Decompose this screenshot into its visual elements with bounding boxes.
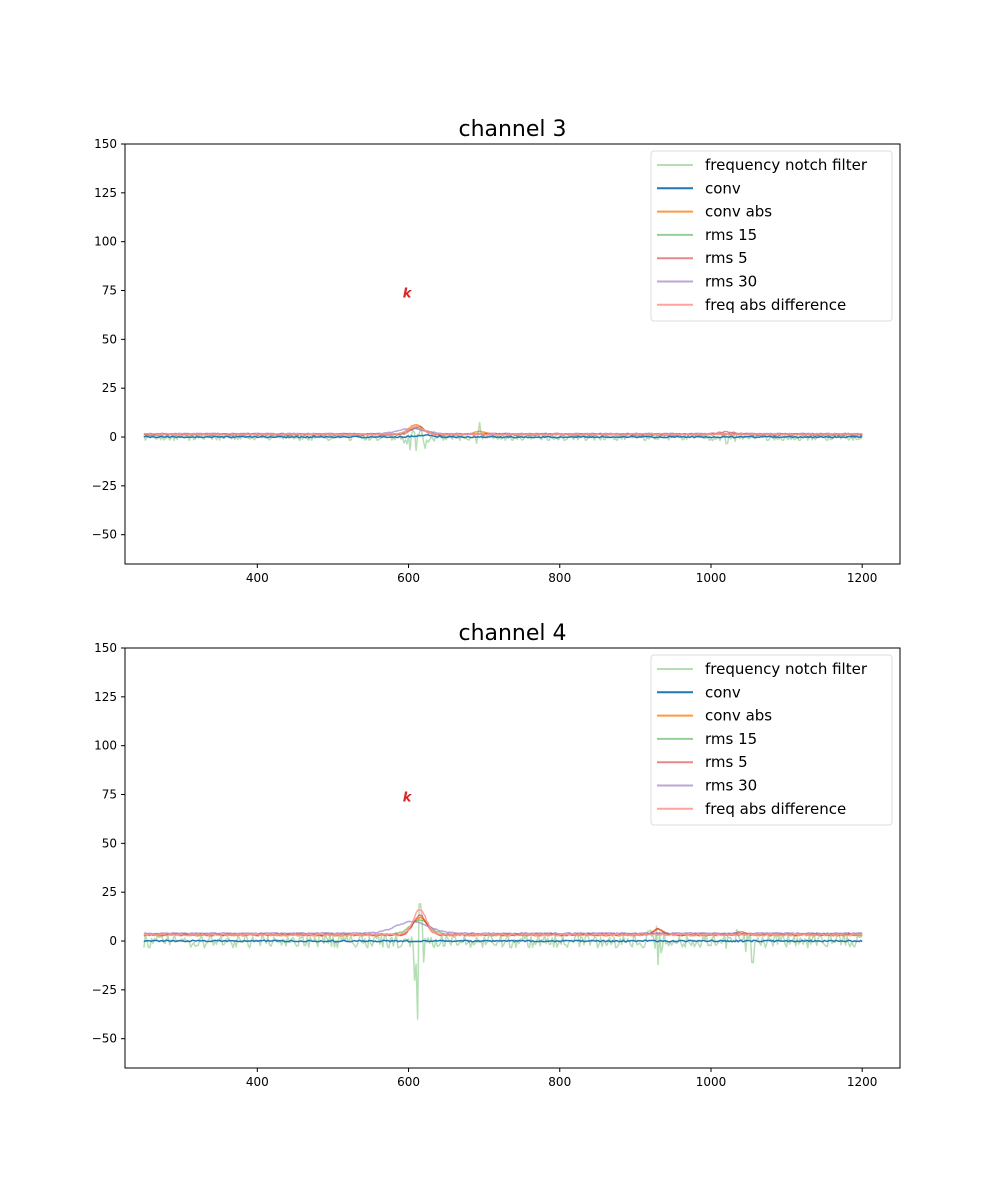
legend: frequency notch filter conv conv abs rms 15… [650, 654, 893, 826]
y-tick-label: −50 [92, 528, 117, 542]
y-tick-label: 150 [94, 641, 117, 655]
series-line-rms-30 [143, 427, 863, 435]
y-tick-label: −25 [92, 983, 117, 997]
plot-area [143, 903, 863, 1020]
y-tick-label: 100 [94, 739, 117, 753]
marker-label: k [403, 790, 413, 805]
x-tick-label: 600 [397, 571, 420, 585]
x-tick-label: 1200 [847, 1075, 878, 1089]
y-tick-label: 100 [94, 235, 117, 249]
x-tick-label: 1000 [696, 571, 727, 585]
y-tick-label: 50 [102, 332, 117, 346]
legend-label: rms 30 [705, 273, 757, 291]
y-tick-label: 75 [102, 788, 117, 802]
y-tick-label: 150 [94, 137, 117, 151]
y-tick-label: 25 [102, 885, 117, 899]
axes-frame [124, 143, 901, 565]
plot-area [143, 421, 863, 452]
chart-panel-2: channel 4 k 400 600 800 1000 1200 −50 −25 0 25 50 75… [92, 621, 901, 1089]
series-line-conv [143, 939, 863, 943]
chart-title: channel 3 [458, 117, 566, 142]
x-tick-label: 400 [246, 1075, 269, 1089]
y-tick-label: −25 [92, 479, 117, 493]
series-line-conv [143, 434, 863, 439]
legend-label: rms 5 [705, 249, 748, 267]
series-line-freq-abs-difference [143, 425, 863, 436]
legend-label: frequency notch filter [705, 660, 868, 678]
x-tick-label: 400 [246, 571, 269, 585]
y-tick-label: 50 [102, 836, 117, 850]
y-tick-label: 0 [109, 430, 117, 444]
y-tick-label: 0 [109, 934, 117, 948]
chart-title: channel 4 [458, 621, 566, 646]
y-tick-label: 25 [102, 381, 117, 395]
legend-label: rms 15 [705, 730, 757, 748]
y-tick-label: 75 [102, 284, 117, 298]
legend: frequency notch filter conv conv abs rms 15… [650, 150, 893, 322]
legend-label: conv [705, 179, 741, 197]
y-tick-label: 125 [94, 690, 117, 704]
x-tick-label: 1200 [847, 571, 878, 585]
marker-label: k [403, 286, 413, 301]
legend-label: rms 15 [705, 226, 757, 244]
legend-label: freq abs difference [705, 800, 846, 818]
legend-label: rms 5 [705, 753, 748, 771]
series-line-frequency-notch-filter [143, 903, 863, 1020]
axes-frame [124, 647, 901, 1069]
series-line-freq-abs-difference [143, 909, 863, 937]
legend-label: frequency notch filter [705, 156, 868, 174]
y-tick-label: 125 [94, 186, 117, 200]
chart-panel-1: channel 3 k 400 600 800 1000 1200 −50 −25 0 25 50 75… [92, 117, 901, 585]
y-tick-label: −50 [92, 1032, 117, 1046]
legend-label: freq abs difference [705, 296, 846, 314]
series-line-rms-30 [143, 920, 863, 935]
legend-box [650, 150, 893, 322]
legend-label: rms 30 [705, 777, 757, 795]
x-tick-label: 800 [548, 571, 571, 585]
x-tick-label: 600 [397, 1075, 420, 1089]
x-tick-label: 1000 [696, 1075, 727, 1089]
legend-label: conv abs [705, 203, 772, 221]
legend-label: conv abs [705, 707, 772, 725]
legend-label: conv [705, 683, 741, 701]
legend-box [650, 654, 893, 826]
x-tick-label: 800 [548, 1075, 571, 1089]
